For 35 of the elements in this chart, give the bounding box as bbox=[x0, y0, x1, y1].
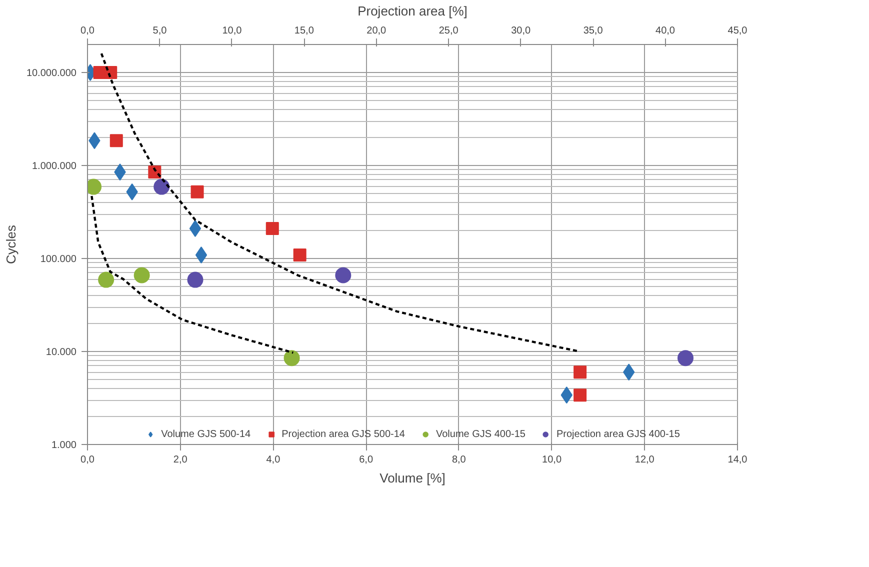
x-tick-label: 10,0 bbox=[542, 454, 562, 466]
x2-tick-label: 20,0 bbox=[366, 26, 387, 36]
point bbox=[134, 267, 150, 284]
legend-label: Volume GJS 500-14 bbox=[161, 428, 251, 440]
legend-label: Projection area GJS 500-14 bbox=[282, 428, 405, 440]
point bbox=[284, 350, 300, 366]
x-tick-label: 2,0 bbox=[173, 454, 188, 466]
legend-label: Volume GJS 400-15 bbox=[436, 428, 526, 440]
legend-label: Projection area GJS 400-15 bbox=[556, 428, 680, 440]
x2-tick-label: 30,0 bbox=[511, 26, 532, 36]
x-tick-label: 0,0 bbox=[80, 454, 95, 466]
x2-tick-label: 15,0 bbox=[294, 26, 314, 36]
x-tick-label: 4,0 bbox=[266, 454, 281, 466]
x2-tick-label: 0,0 bbox=[80, 26, 95, 36]
x-tick-label: 14,0 bbox=[728, 454, 748, 466]
x-tick-label: 6,0 bbox=[359, 454, 374, 466]
x-tick-label: 8,0 bbox=[452, 454, 466, 466]
x2-tick-label: 35,0 bbox=[583, 26, 604, 36]
point bbox=[195, 246, 208, 264]
y-tick-label: 10.000 bbox=[46, 347, 77, 358]
x2-tick-label: 40,0 bbox=[656, 26, 676, 36]
y-axis-title: Cycles bbox=[3, 224, 18, 264]
y-tick-label: 100.000 bbox=[40, 254, 77, 265]
x2-tick-label: 25,0 bbox=[438, 26, 459, 36]
y-tick-label: 1.000 bbox=[51, 440, 77, 451]
y-tick-label: 1.000.000 bbox=[32, 160, 77, 172]
x2-axis-title: Projection area [%] bbox=[358, 4, 468, 18]
x2-tick-label: 45,0 bbox=[728, 26, 748, 36]
x2-tick-label: 10,0 bbox=[222, 26, 242, 36]
x2-tick-label: 5,0 bbox=[152, 26, 168, 36]
y-tick-label: 10.000.000 bbox=[26, 68, 77, 79]
point bbox=[98, 272, 114, 288]
point bbox=[189, 220, 202, 238]
x-tick-label: 12,0 bbox=[634, 454, 655, 466]
x-axis-title: Volume [%] bbox=[380, 470, 446, 486]
